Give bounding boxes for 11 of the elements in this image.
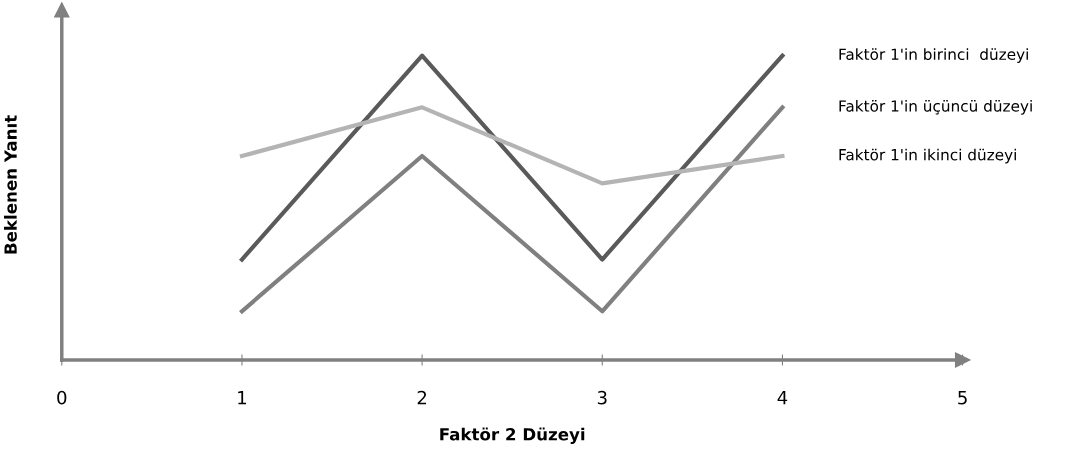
x-tick-label: 5 <box>958 391 967 405</box>
x-axis-title: Faktör 2 Düzeyi <box>440 427 585 444</box>
x-tick-label: 1 <box>238 391 247 405</box>
text: Faktör 1'in ikinci düzeyi <box>839 148 1016 164</box>
y-axis-title: Beklenen Yanıt <box>3 115 17 254</box>
text: Faktör 1'in üçüncü düzeyi <box>839 99 1032 115</box>
x-tick-label: 2 <box>417 390 427 405</box>
x-tick-label: 0 <box>57 390 67 405</box>
x-tick-label: 3 <box>597 390 607 405</box>
x-tick-label: 4 <box>777 391 788 405</box>
text: Faktör 1'in birinci düzeyi <box>839 48 1028 63</box>
